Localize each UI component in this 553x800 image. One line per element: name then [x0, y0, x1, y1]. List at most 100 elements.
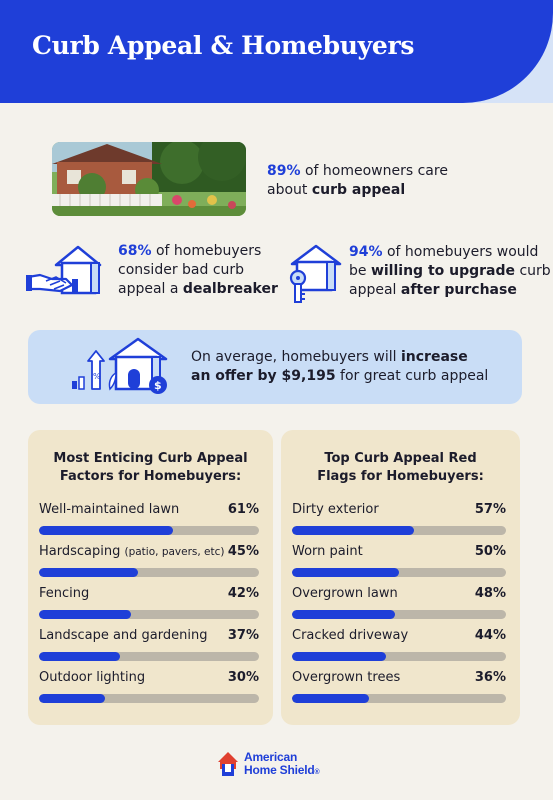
- flags-row-label-text: Overgrown trees: [292, 670, 401, 685]
- factors-panel: Most Enticing Curb Appeal Factors for Ho…: [28, 430, 273, 725]
- flags-bar-fill: [292, 610, 395, 619]
- header-band: Curb Appeal & Homebuyers: [0, 0, 553, 103]
- flags-row-label-text: Cracked driveway: [292, 628, 409, 643]
- factors-bar-track: [39, 568, 259, 577]
- flags-title: Top Curb Appeal Red Flags for Homebuyers…: [281, 450, 520, 486]
- flags-bar-track: [292, 526, 506, 535]
- factors-bar-track: [39, 694, 259, 703]
- offer-callout: [28, 330, 522, 404]
- stat-offer-text2: for great curb appeal: [335, 368, 489, 384]
- flags-row: Overgrown trees 36%: [292, 670, 506, 706]
- factors-row-label: Fencing: [39, 586, 89, 601]
- flags-row-value: 44%: [474, 628, 506, 643]
- stat-upgrade-bold1: willing to upgrade: [370, 263, 516, 279]
- flags-bar-fill: [292, 568, 399, 577]
- factors-row-value: 30%: [227, 670, 259, 685]
- svg-text:$: $: [154, 379, 162, 392]
- stat-upgrade-text4: appeal: [349, 282, 401, 298]
- flags-row-label: Overgrown lawn: [292, 586, 398, 601]
- stat-upgrade-text3: curb: [515, 263, 551, 279]
- factors-row: Well-maintained lawn 61%: [39, 502, 259, 538]
- house-photo: [52, 142, 246, 216]
- flags-row-label-text: Overgrown lawn: [292, 586, 398, 601]
- factors-bar-fill: [39, 610, 132, 619]
- flags-bar-fill: [292, 526, 414, 535]
- factors-row-label-text: Outdoor lighting: [39, 670, 146, 685]
- factors-row: Landscape and gardening 37%: [39, 628, 259, 664]
- stat-offer-bold2: an offer by $9,195: [191, 368, 336, 384]
- factors-row-value: 61%: [227, 502, 259, 517]
- flags-row-label: Worn paint: [292, 544, 363, 559]
- stat-upgrade: 94% of homebuyers would be willing to up…: [349, 243, 551, 300]
- flags-row: Cracked driveway 44%: [292, 628, 506, 664]
- flags-bar-fill: [292, 652, 387, 661]
- factors-row-label: Landscape and gardening: [39, 628, 208, 643]
- factors-row-label-sub: (patio, pavers, etc): [124, 546, 225, 558]
- stat-offer: On average, homebuyers will increase an …: [191, 348, 488, 386]
- factors-row-value: 42%: [227, 586, 259, 601]
- brand-logo-icon: [218, 752, 242, 780]
- factors-row-label-text: Landscape and gardening: [39, 628, 208, 643]
- stat-offer-bold1: increase: [400, 349, 468, 365]
- flags-bar-track: [292, 610, 506, 619]
- factors-row-label: Well-maintained lawn: [39, 502, 179, 517]
- stat-care-pct: 89%: [267, 163, 301, 179]
- factors-row-value: 45%: [227, 544, 259, 559]
- factors-title-line1: Most Enticing Curb Appeal: [53, 451, 248, 466]
- stat-offer-text1: On average, homebuyers will: [191, 349, 401, 365]
- brand-line1: American: [244, 750, 298, 764]
- flags-row: Overgrown lawn 48%: [292, 586, 506, 622]
- factors-title-line2: Factors for Homebuyers:: [59, 469, 242, 484]
- flags-row-label: Overgrown trees: [292, 670, 400, 685]
- stat-care-bold: curb appeal: [311, 182, 406, 198]
- house-key-icon: [288, 244, 344, 310]
- stat-upgrade-text2: be: [349, 263, 371, 279]
- factors-row-label: Outdoor lighting: [39, 670, 145, 685]
- stat-care-text2: about: [267, 182, 312, 198]
- flags-row-label-text: Worn paint: [292, 544, 363, 559]
- factors-bar-fill: [39, 526, 174, 535]
- flags-bar-track: [292, 694, 506, 703]
- stat-dealbreaker-text3: appeal a: [118, 281, 183, 297]
- flags-row: Dirty exterior 57%: [292, 502, 506, 538]
- factors-row-label: Hardscaping (patio, pavers, etc): [39, 544, 225, 559]
- stat-dealbreaker-text1: of homebuyers: [151, 243, 262, 259]
- factors-row: Outdoor lighting 30%: [39, 670, 259, 706]
- stat-dealbreaker: 68% of homebuyers consider bad curb appe…: [118, 242, 278, 299]
- brand-line2: Home Shield: [244, 763, 315, 777]
- stat-dealbreaker-pct: 68%: [118, 243, 152, 259]
- flags-panel: Top Curb Appeal Red Flags for Homebuyers…: [281, 430, 520, 725]
- factors-bar-track: [39, 526, 259, 535]
- brand-mark: ®: [314, 769, 320, 776]
- factors-bar-fill: [39, 568, 138, 577]
- svg-text:%: %: [93, 372, 101, 381]
- page-title: Curb Appeal & Homebuyers: [32, 31, 415, 60]
- stat-upgrade-text1: of homebuyers would: [382, 244, 539, 260]
- factors-bar-track: [39, 610, 259, 619]
- flags-title-line2: Flags for Homebuyers:: [317, 469, 484, 484]
- factors-bar-track: [39, 652, 259, 661]
- flags-row-value: 36%: [474, 670, 506, 685]
- factors-row: Hardscaping (patio, pavers, etc) 45%: [39, 544, 259, 580]
- factors-row-label-text: Well-maintained lawn: [39, 502, 180, 517]
- factors-bar-fill: [39, 652, 121, 661]
- flags-row-value: 50%: [474, 544, 506, 559]
- factors-title: Most Enticing Curb Appeal Factors for Ho…: [28, 450, 273, 486]
- factors-row-value: 37%: [227, 628, 259, 643]
- stat-care: 89% of homeowners care about curb appeal: [267, 162, 448, 200]
- flags-row-label: Cracked driveway: [292, 628, 408, 643]
- flags-row-label: Dirty exterior: [292, 502, 379, 517]
- flags-row-value: 57%: [474, 502, 506, 517]
- flags-row-label-text: Dirty exterior: [292, 502, 379, 517]
- stat-dealbreaker-bold: dealbreaker: [182, 281, 278, 297]
- flags-title-line1: Top Curb Appeal Red: [324, 451, 477, 466]
- brand-name: American Home Shield®: [244, 750, 320, 779]
- stat-upgrade-pct: 94%: [349, 244, 383, 260]
- factors-row-label-text: Fencing: [39, 586, 90, 601]
- stat-care-text1: of homeowners care: [300, 163, 448, 179]
- flags-row-value: 48%: [474, 586, 506, 601]
- flags-bar-fill: [292, 694, 370, 703]
- header-blue-shape: [0, 0, 553, 103]
- stat-dealbreaker-text2: consider bad curb: [118, 262, 245, 278]
- house-money-icon: % $: [70, 337, 174, 401]
